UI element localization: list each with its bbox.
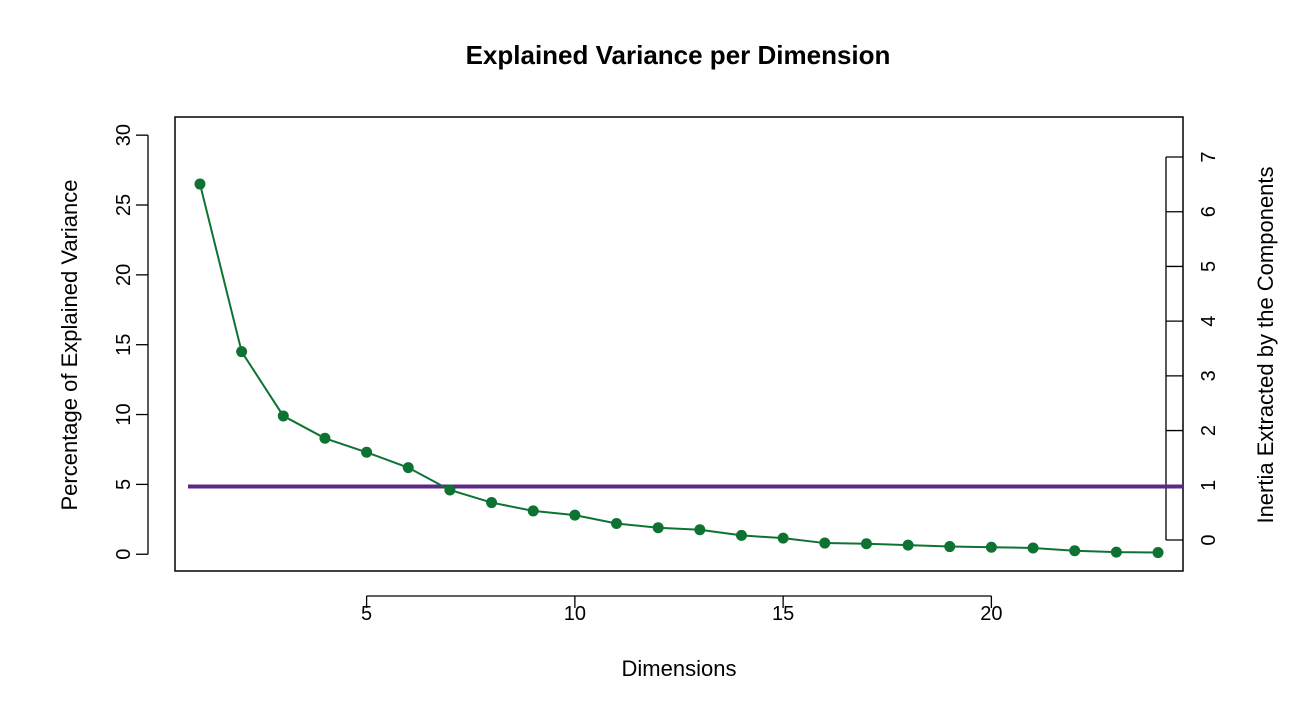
data-point — [444, 484, 456, 496]
data-point — [569, 509, 581, 521]
data-point — [694, 524, 706, 536]
data-point — [652, 522, 664, 534]
left-axis: 0 5 10 15 20 25 30 — [113, 124, 149, 560]
y2-axis-title: Inertia Extracted by the Components — [1253, 166, 1278, 523]
data-point — [361, 446, 373, 458]
bottom-axis: 5 10 15 20 — [361, 595, 1003, 625]
data-point — [1069, 545, 1081, 557]
y-tick-label: 15 — [113, 334, 135, 356]
data-point — [319, 432, 331, 444]
plot-frame — [174, 116, 1184, 572]
data-point — [194, 178, 206, 190]
right-axis: 0 1 2 3 4 5 6 7 — [1165, 151, 1220, 546]
y2-tick-label: 1 — [1198, 480, 1220, 491]
y2-tick-label: 7 — [1198, 151, 1220, 162]
data-point — [944, 541, 956, 553]
data-point — [777, 532, 789, 544]
data-point — [902, 539, 914, 551]
y2-tick-label: 0 — [1198, 534, 1220, 545]
y-tick-label: 5 — [113, 479, 135, 490]
data-point — [985, 541, 997, 553]
data-point — [819, 537, 831, 549]
data-point — [1110, 546, 1122, 558]
data-point — [277, 410, 289, 422]
series-line — [199, 183, 1159, 554]
x-axis-title: Dimensions — [622, 656, 737, 681]
data-point — [1027, 542, 1039, 554]
x-tick-label: 20 — [980, 603, 1002, 625]
y2-tick-label: 5 — [1198, 261, 1220, 272]
x-tick-label: 5 — [361, 603, 372, 625]
series-group — [194, 178, 1164, 559]
y-axis-title: Percentage of Explained Variance — [57, 179, 82, 510]
y-tick-label: 25 — [113, 194, 135, 216]
data-point — [236, 346, 248, 358]
y2-tick-label: 3 — [1198, 370, 1220, 381]
y2-tick-label: 2 — [1198, 425, 1220, 436]
data-point — [402, 462, 414, 474]
y2-tick-label: 4 — [1198, 316, 1220, 327]
data-point — [860, 538, 872, 550]
data-point — [611, 518, 623, 530]
y-tick-label: 0 — [113, 549, 135, 560]
y-tick-label: 30 — [113, 124, 135, 146]
data-point — [735, 529, 747, 541]
x-tick-label: 15 — [772, 603, 794, 625]
x-tick-label: 10 — [564, 603, 586, 625]
y-tick-label: 20 — [113, 264, 135, 286]
y-tick-label: 10 — [113, 403, 135, 425]
data-point — [527, 505, 539, 517]
y2-tick-label: 6 — [1198, 206, 1220, 217]
data-point — [486, 497, 498, 509]
chart-title: Explained Variance per Dimension — [466, 40, 891, 70]
data-point — [1152, 547, 1164, 559]
